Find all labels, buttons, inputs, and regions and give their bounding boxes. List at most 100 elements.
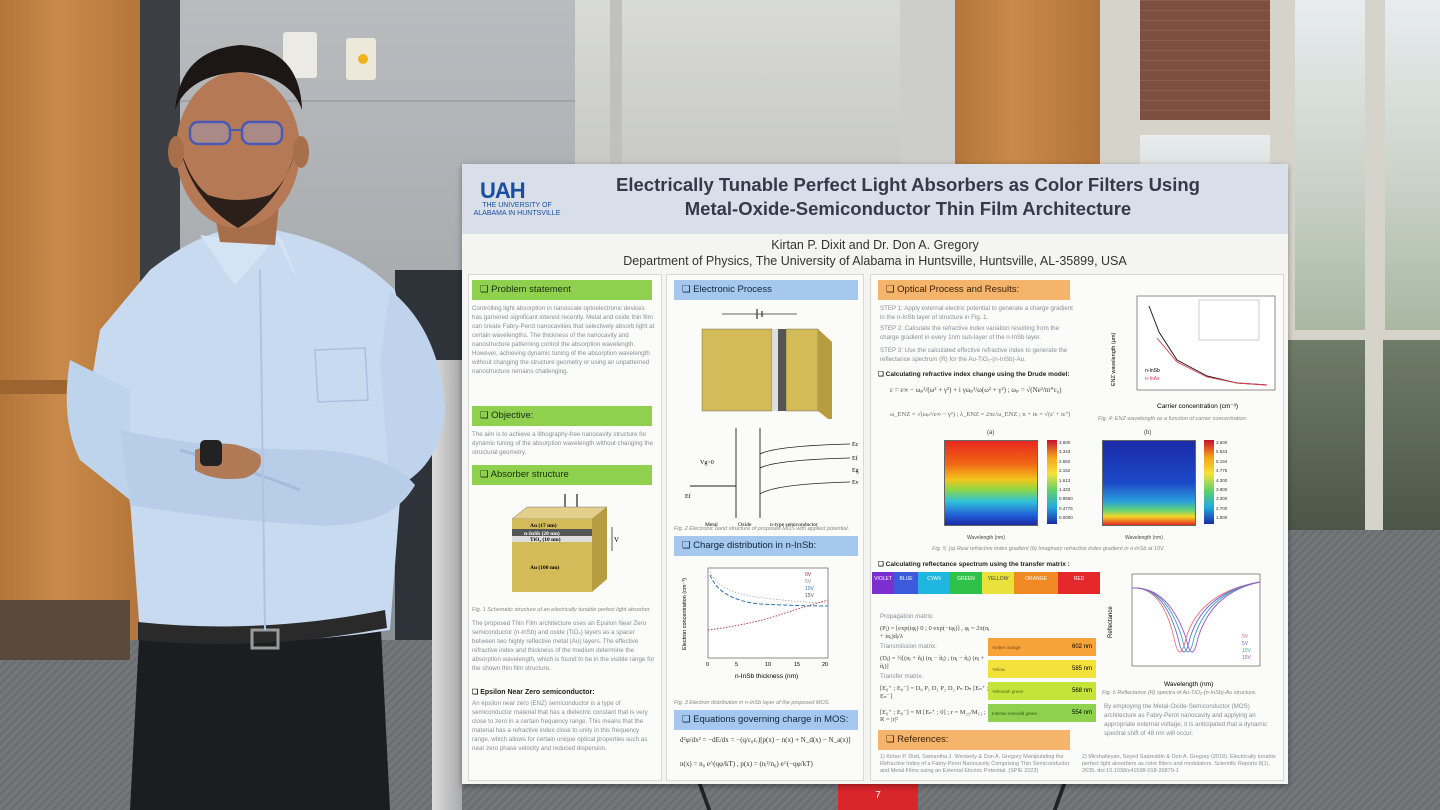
section-problem: ❑ Problem statement: [472, 280, 652, 300]
color-swatch-orange: ORANGE: [1014, 572, 1058, 594]
charge-xtick: 10: [765, 662, 771, 668]
transfer-equation: [E₀⁺ ; E₀⁻] = D₀ P₁ D₁ P₂ D₂ Pₙ Dₙ [Eₙ⁺ …: [880, 685, 989, 700]
wall-column-2: [900, 0, 955, 170]
section-references: ❑ References:: [878, 730, 1070, 750]
carpet-floor: [1288, 530, 1440, 810]
au-bulk: [701, 328, 773, 412]
colorbar-a: [1047, 440, 1057, 524]
map-b-label: (b): [1144, 430, 1152, 436]
tio2-slab: [772, 329, 778, 411]
series-5v: [709, 571, 829, 604]
section-equations: ❑ Equations governing charge in MOS:: [674, 710, 858, 730]
ec-label: Ec: [852, 442, 859, 448]
window-glass: [1295, 0, 1365, 330]
color-swatch-blue: BLUE: [894, 572, 918, 594]
face: [176, 72, 300, 228]
ef-left-label: Ef: [685, 493, 691, 500]
series-0v: [707, 599, 829, 631]
conduction-band: [759, 443, 851, 455]
fig1-caption: Fig. 1 Schematic structure of an electri…: [472, 607, 651, 613]
eg-label: Eg: [852, 468, 859, 474]
fig4-caption: Fig. 4: ENZ wavelength as a function of …: [1098, 416, 1248, 422]
transfer-label: Transfer matrix:: [880, 673, 924, 680]
refl-legend-15v: 15V: [1242, 655, 1252, 661]
cube-top: [511, 506, 608, 520]
trousers: [130, 610, 390, 810]
objective-text: The aim is to achieve a lithography-free…: [472, 431, 653, 456]
cbar-a-tick: 0.9550: [1059, 496, 1073, 502]
refl-xlabel: Wavelength (nm): [1164, 681, 1213, 688]
transmission-matrix: (Dⱼ) = ½[(nⱼ + ñⱼ) (nⱼ − ñⱼ) ; (nⱼ − ñⱼ)…: [880, 655, 985, 670]
map-a-label: (a): [987, 430, 995, 436]
au-bottom-label: Au (100 nm): [530, 564, 560, 571]
ear-left: [168, 136, 184, 168]
fig6-caption: Fig. 6 Reflectance (R) spectra of Au-TiO…: [1102, 690, 1257, 696]
refl-legend-10v: 10V: [1242, 648, 1252, 654]
cbar-b-tick: 3.600: [1216, 440, 1228, 445]
reflectance-chart: Reflectance Wavelength (nm) 0V 5V 10V 15…: [1108, 573, 1261, 688]
filter-value: 554 nm: [1071, 710, 1092, 716]
refl-legend-0v: 0V: [1242, 634, 1249, 640]
window-lower: [1285, 340, 1440, 530]
conclusion-text: By employing the Metal-Oxide-Semiconduct…: [1104, 703, 1268, 737]
filter-list: Amber orange 602 nm Yellow 585 nm Yellowis…: [988, 638, 1096, 722]
refl-series-5v: [1131, 581, 1261, 653]
color-spectrum-bar: VIOLET BLUE CYAN GREEN YELLOW ORANGE RED: [872, 572, 1100, 606]
colorbar-b-ticks: 3.600 5.843 5.194 4.775 4.300 3.800 3.300 2.700…: [1216, 438, 1244, 523]
poisson-equation: d²φ/dx² = −dE/dx = −(q/ε₀εᵣ)[p(x) − n(x)…: [680, 736, 851, 744]
reference-2: 2) Mirshafieyan, Seyed Sadreddin & Don A…: [1082, 754, 1276, 774]
sign-number: 7: [875, 790, 881, 801]
wall-seam: [180, 100, 575, 102]
cbar-a-tick: 1.613: [1059, 477, 1071, 483]
color-swatch-yellow: YELLOW: [982, 572, 1014, 594]
layer-insb: [512, 529, 592, 536]
transfer-heading: ❑ Calculating reflectance spectrum using…: [878, 561, 1070, 568]
charge-xtick: 20: [822, 662, 828, 668]
cbar-a-tick: 3.600: [1059, 440, 1071, 445]
enz-ylabel: ENZ wavelength (μm): [1111, 333, 1117, 386]
cbar-b-tick: 3.800: [1216, 487, 1228, 493]
poster-affiliation: Department of Physics, The University of…: [623, 254, 1127, 268]
drude-heading: ❑ Calculating refractive index change us…: [878, 371, 1070, 378]
charge-xtick: 15: [794, 662, 800, 668]
hair: [175, 45, 302, 110]
fig5-caption: Fig. 5: (a) Real refractive index gradie…: [932, 546, 1165, 552]
refl-legend-5v: 5V: [1242, 641, 1249, 647]
enz-legend-inas: n-InAs: [1145, 376, 1160, 382]
insb-label: n-InSb (20 nm): [524, 530, 560, 537]
filter-emerald-green: Intense emerald green 554 nm: [988, 704, 1096, 722]
cbar-b-tick: 1.900: [1216, 515, 1228, 521]
band-diagram: Vg>0 Ef Ec Ef Eg Ev Metal Oxide n-type s…: [685, 428, 859, 528]
filter-value: 585 nm: [1071, 666, 1092, 672]
ef-label: Ef: [852, 455, 858, 462]
color-swatch-red: RED: [1058, 572, 1100, 594]
light-wall: [575, 0, 955, 170]
enz-legend-insb: n-InSb: [1145, 368, 1160, 374]
charge-xtick: 5: [735, 662, 738, 668]
window-mullion: [1365, 330, 1383, 540]
filter-name: Intense emerald green: [992, 710, 1038, 716]
cbar-b-tick: 4.775: [1216, 468, 1228, 474]
collar-left: [200, 235, 270, 285]
charge-distribution-chart: Electron concentration (cm⁻³) n-InSb thi…: [682, 567, 829, 680]
legend-15v: 15V: [805, 593, 815, 599]
map-a-xlabel: Wavelength (nm): [967, 535, 1005, 541]
cbar-a-tick: 2.152: [1059, 468, 1071, 474]
charge-xtick: 0: [706, 662, 709, 668]
poster-authors: Kirtan P. Dixit and Dr. Don A. Gregory: [771, 238, 979, 252]
wall-column: [610, 0, 622, 170]
filter-name: Yellow: [992, 666, 1005, 672]
glasses-left-lens: [188, 120, 232, 146]
enz-heading: ❑ Epsilon Near Zero semiconductor:: [472, 689, 595, 696]
cbar-a-tick: 3.343: [1059, 449, 1071, 455]
series-inas: [1156, 337, 1268, 386]
charge-xlabel: n-InSb thickness (nm): [735, 673, 798, 680]
presenter-person: [66, 45, 445, 810]
problem-text: Controlling light absorption in nanoscal…: [472, 305, 655, 375]
device-side: [818, 329, 832, 419]
refl-series-15v: [1131, 581, 1261, 653]
cbar-b-tick: 5.194: [1216, 458, 1228, 464]
cbar-a-tick: 0.0000: [1059, 515, 1073, 521]
cbar-a-tick: 0.4775: [1059, 505, 1073, 511]
filter-value: 602 nm: [1071, 644, 1092, 650]
